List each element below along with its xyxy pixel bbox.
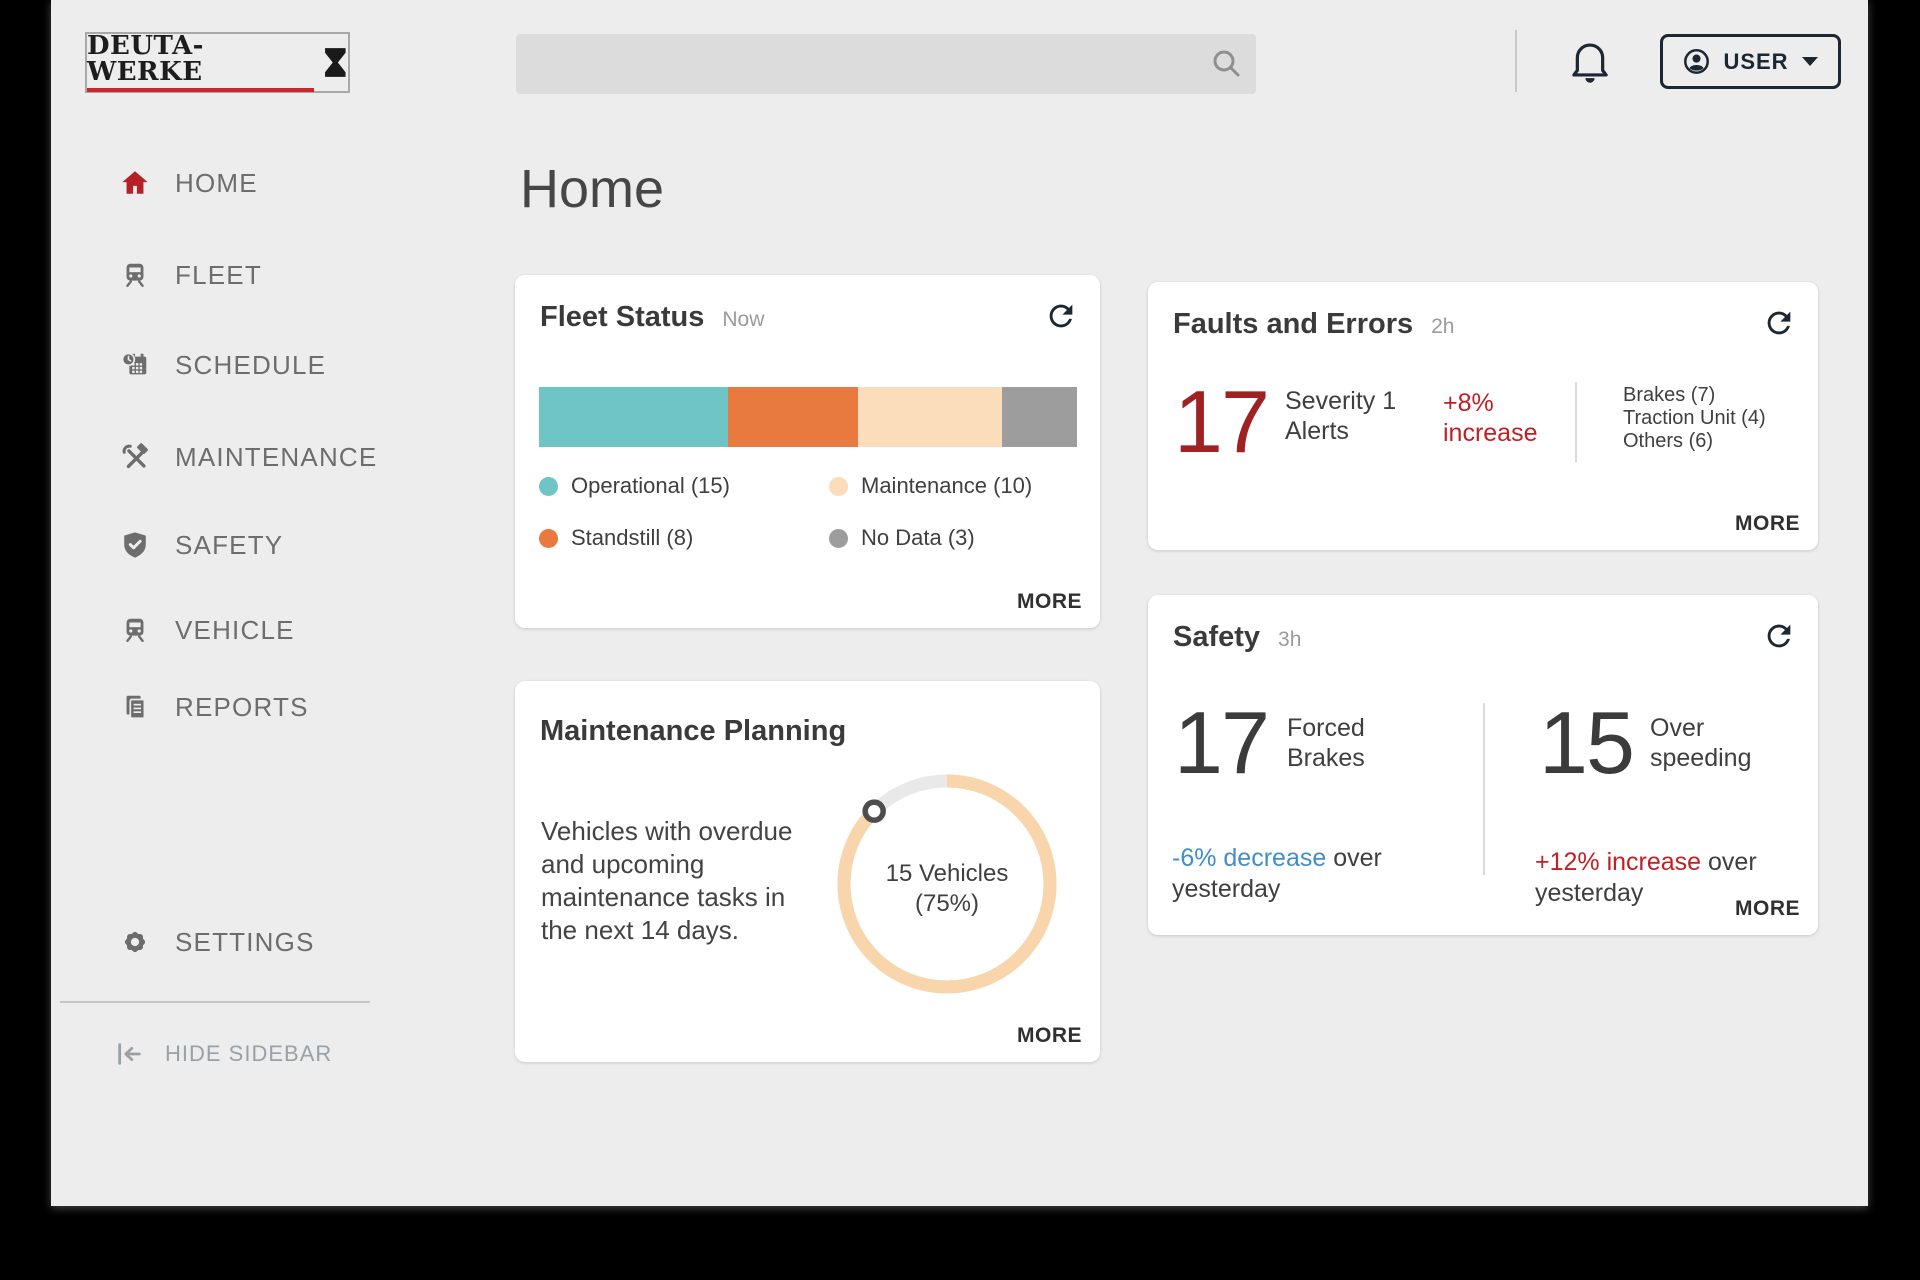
faults-errors-card: Faults and Errors 2h 17 Severity 1 Alerts… (1148, 282, 1818, 550)
sidebar-item-home[interactable]: HOME (120, 162, 258, 204)
severity-alert-count: 17 (1174, 372, 1270, 471)
card-title: Safety 3h (1173, 621, 1302, 653)
refresh-icon[interactable] (1762, 306, 1796, 340)
severity-alert-label: Severity 1 Alerts (1285, 387, 1397, 445)
more-link[interactable]: MORE (1735, 512, 1800, 535)
sidebar-item-label: SCHEDULE (175, 349, 327, 380)
card-title: Maintenance Planning (540, 715, 847, 747)
donut-marker (862, 799, 886, 823)
sidebar-divider (60, 1001, 370, 1003)
faults-delta: +8% increase (1443, 389, 1538, 447)
vertical-divider (1575, 382, 1577, 462)
forced-brakes-label: Forced Brakes (1287, 714, 1365, 772)
fleet-status-legend: Operational (15) Maintenance (10) Stands… (539, 473, 1032, 551)
more-link[interactable]: MORE (1017, 1024, 1082, 1047)
vehicle-train-icon (126, 618, 144, 642)
maintenance-description: Vehicles with overdue and upcoming maint… (541, 816, 793, 945)
more-link[interactable]: MORE (1735, 897, 1800, 920)
sidebar-item-fleet[interactable]: FLEET (120, 254, 262, 296)
refresh-icon[interactable] (1762, 619, 1796, 653)
search-input[interactable] (532, 34, 1206, 96)
tools-icon (122, 443, 148, 469)
donut-center-label: 15 Vehicles (75%) (885, 860, 1009, 917)
hide-sidebar-button[interactable]: HIDE SIDEBAR (115, 1034, 332, 1074)
sidebar-item-label: FLEET (175, 259, 262, 290)
train-icon (126, 263, 144, 287)
user-avatar-icon (1684, 49, 1710, 74)
legend-item: Maintenance (10) (829, 473, 1032, 499)
shield-check-icon (124, 532, 146, 558)
maintenance-planning-card: Maintenance Planning Vehicles with overd… (515, 681, 1100, 1062)
search-bar[interactable] (516, 34, 1256, 96)
fleet-status-stacked-bar (539, 387, 1078, 447)
faults-breakdown-list: Brakes (7) Traction Unit (4) Others (6) (1623, 384, 1766, 452)
more-link[interactable]: MORE (1017, 590, 1082, 613)
hourglass-logo-icon (325, 48, 346, 77)
over-speeding-delta: +12% increase over yesterday (1535, 848, 1757, 907)
card-timestamp: 2h (1431, 315, 1455, 338)
sidebar-item-label: SETTINGS (175, 926, 315, 957)
search-icon[interactable] (1210, 47, 1244, 81)
refresh-icon[interactable] (1044, 299, 1078, 333)
gear-icon (124, 931, 146, 953)
card-title: Faults and Errors 2h (1173, 308, 1455, 340)
bar-segment-maintenance (858, 387, 1003, 447)
sidebar-item-schedule[interactable]: SCHEDULE (120, 344, 326, 386)
sidebar-item-safety[interactable]: SAFETY (120, 524, 283, 566)
logo-text: DEUTA-WERKE (87, 33, 315, 92)
sidebar-item-label: MAINTENANCE (175, 441, 378, 472)
bar-segment-nodata (1002, 387, 1078, 447)
notifications-bell-icon[interactable] (1567, 33, 1613, 87)
sidebar-item-label: SAFETY (175, 529, 284, 560)
card-title: Fleet Status Now (540, 301, 765, 333)
sidebar-item-vehicle[interactable]: VEHICLE (120, 609, 295, 651)
sidebar-item-label: VEHICLE (175, 614, 295, 645)
over-speeding-label: Over speeding (1650, 714, 1752, 772)
card-timestamp: 3h (1278, 628, 1302, 651)
sidebar-item-reports[interactable]: REPORTS (120, 686, 309, 728)
legend-item: Operational (15) (539, 473, 829, 499)
legend-item: No Data (3) (829, 525, 1032, 551)
safety-card: Safety 3h 17 Forced Brakes -6% decrease o… (1148, 595, 1818, 935)
home-icon (122, 171, 148, 194)
vertical-divider (1483, 703, 1485, 875)
sidebar-item-maintenance[interactable]: MAINTENANCE (120, 436, 377, 478)
maintenance-donut-chart (837, 774, 1057, 994)
collapse-left-icon (118, 1043, 141, 1065)
sidebar-item-label: REPORTS (175, 691, 309, 722)
card-timestamp: Now (722, 308, 765, 331)
legend-swatch (829, 528, 848, 548)
schedule-calendar-icon (121, 352, 147, 375)
forced-brakes-delta: -6% decrease over yesterday (1172, 844, 1382, 903)
bar-segment-operational (539, 387, 728, 447)
page-title: Home (520, 159, 665, 219)
user-menu-button[interactable]: USER (1660, 34, 1841, 89)
bar-segment-standstill (727, 387, 859, 447)
legend-item: Standstill (8) (539, 525, 829, 551)
hide-sidebar-label: HIDE SIDEBAR (165, 1041, 333, 1066)
user-label: USER (1723, 48, 1789, 74)
sidebar-item-settings[interactable]: SETTINGS (120, 921, 315, 963)
fleet-status-card: Fleet Status Now Operational (15) Mainten… (515, 275, 1100, 628)
over-speeding-count: 15 (1539, 693, 1635, 792)
chevron-down-icon (1801, 57, 1818, 66)
legend-swatch (539, 528, 558, 548)
reports-documents-icon (126, 695, 146, 720)
sidebar-item-label: HOME (175, 167, 258, 198)
deuta-werke-logo: DEUTA-WERKE (85, 32, 350, 93)
forced-brakes-count: 17 (1174, 693, 1270, 792)
header-divider (1515, 30, 1517, 92)
legend-swatch (539, 476, 558, 496)
legend-swatch (829, 476, 848, 496)
app-window: DEUTA-WERKE USER HOME (51, 0, 1868, 1206)
